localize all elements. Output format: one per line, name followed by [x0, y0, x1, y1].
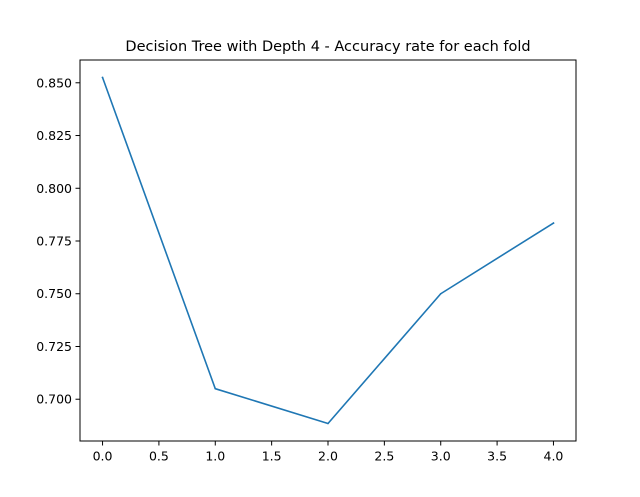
x-tick-label: 1.5 [262, 449, 282, 464]
x-tick-label: 4.0 [544, 449, 564, 464]
y-tick-label: 0.700 [36, 392, 72, 407]
x-tick-label: 1.0 [205, 449, 225, 464]
data-point [101, 76, 104, 79]
x-tick-label: 3.0 [431, 449, 451, 464]
y-tick-label: 0.850 [36, 75, 72, 90]
x-tick-label: 2.0 [318, 449, 338, 464]
x-tick-label: 2.5 [374, 449, 394, 464]
data-point [214, 387, 217, 390]
x-tick-label: 0.0 [93, 449, 113, 464]
x-tick-label: 3.5 [487, 449, 507, 464]
y-tick-label: 0.775 [36, 234, 72, 249]
y-tick-label: 0.750 [36, 286, 72, 301]
series-layer [101, 76, 555, 425]
data-point [327, 422, 329, 425]
data-point [439, 292, 442, 295]
x-axis: 0.0 0.5 1.0 1.5 2.0 2.5 3.0 3.5 4.0 [93, 441, 564, 464]
y-tick-label: 0.725 [36, 339, 72, 354]
chart-title: Decision Tree with Depth 4 - Accuracy ra… [125, 39, 530, 55]
y-axis: 0.700 0.725 0.750 0.775 0.800 0.825 0.850 [36, 75, 80, 407]
y-tick-label: 0.825 [36, 128, 72, 143]
data-point [552, 222, 555, 224]
y-tick-label: 0.800 [36, 181, 72, 196]
x-tick-label: 0.5 [149, 449, 169, 464]
